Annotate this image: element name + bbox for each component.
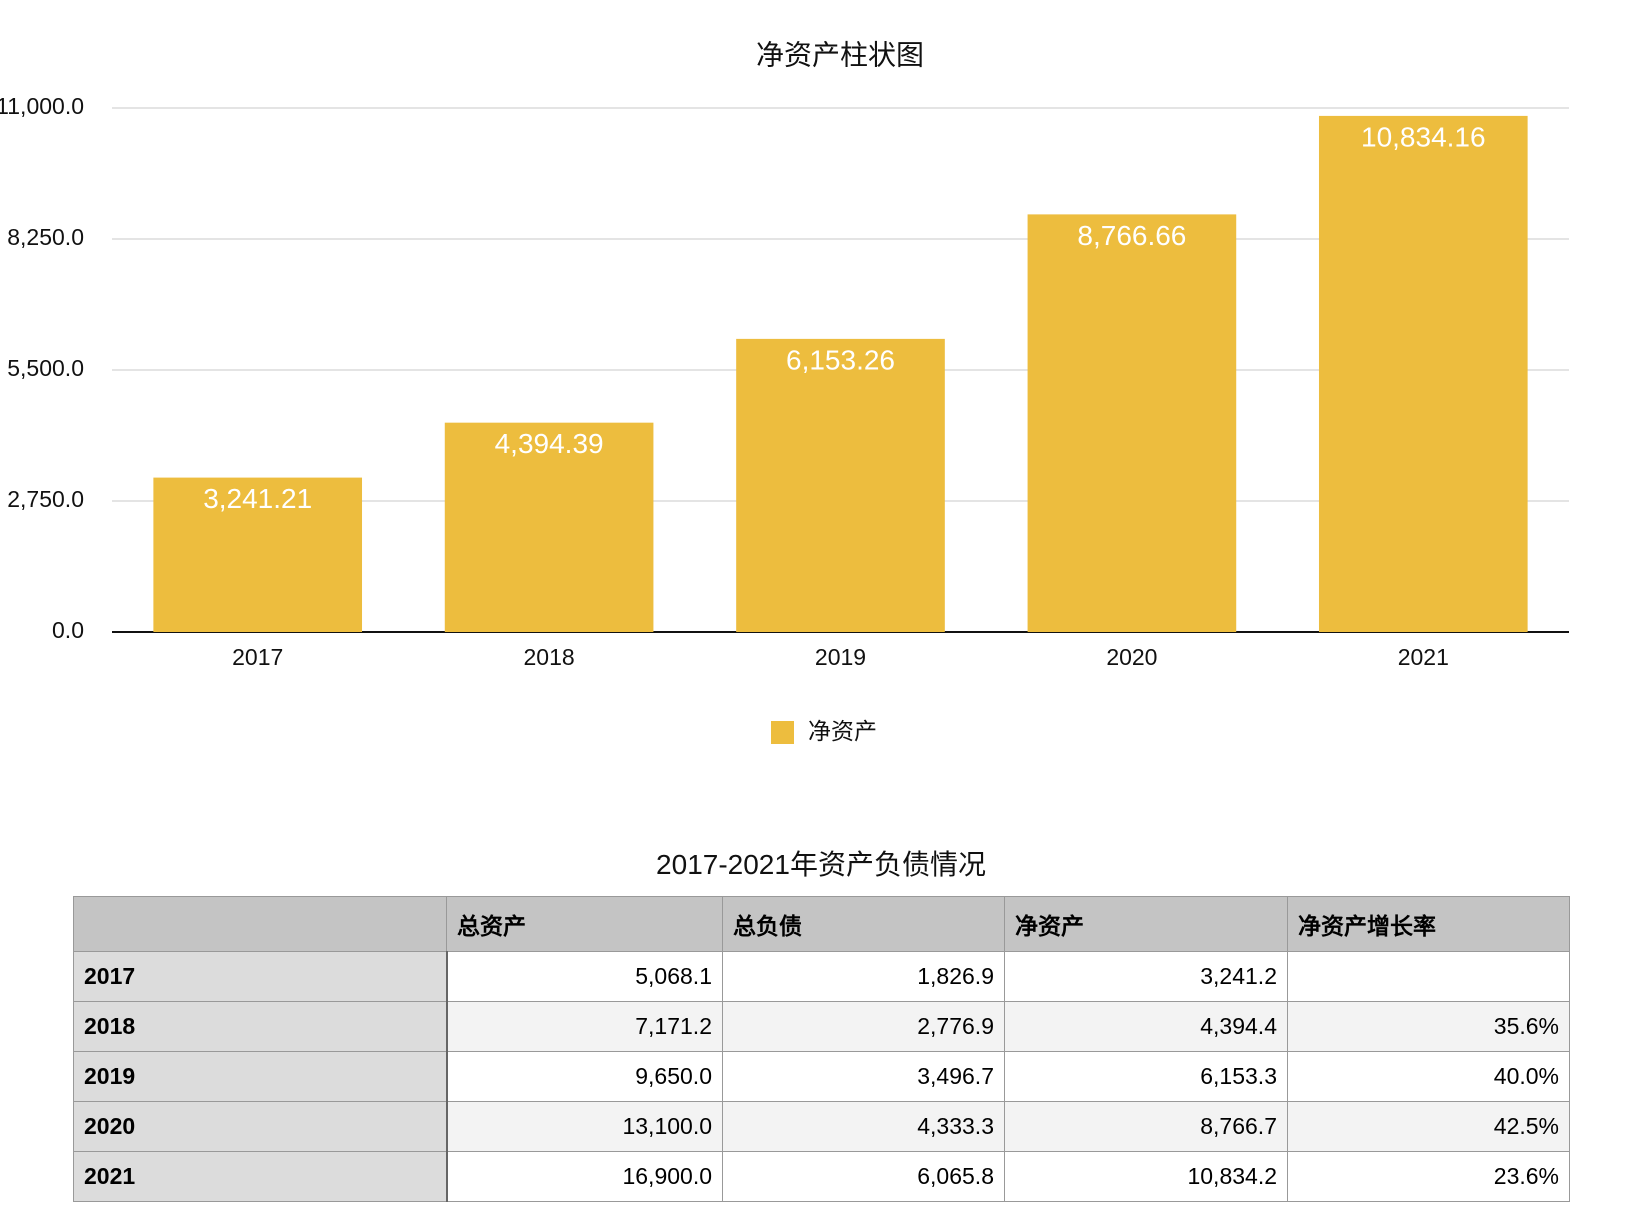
bar bbox=[736, 338, 945, 632]
table-cell: 13,100.0 bbox=[446, 1101, 723, 1152]
table-cell: 3,496.7 bbox=[722, 1051, 1005, 1102]
value-label: 3,241.21 bbox=[203, 483, 312, 514]
value-label: 10,834.16 bbox=[1361, 121, 1486, 152]
table-cell: 23.6% bbox=[1287, 1151, 1570, 1202]
table-cell: 2018 bbox=[73, 1001, 448, 1052]
table-row: 2021 16,900.0 6,065.8 10,834.2 23.6% bbox=[73, 1151, 1570, 1202]
table-cell: 9,650.0 bbox=[446, 1051, 723, 1102]
table-cell: 8,766.7 bbox=[1004, 1101, 1288, 1152]
table-row: 2020 13,100.0 4,333.3 8,766.7 42.5% bbox=[73, 1101, 1570, 1152]
x-tick-label: 2019 bbox=[815, 644, 866, 670]
y-tick-label: 2,750.0 bbox=[7, 486, 84, 512]
y-tick-label: 0.0 bbox=[52, 617, 84, 643]
table-cell: 7,171.2 bbox=[446, 1001, 723, 1052]
table-cell: 净资产 bbox=[1004, 896, 1288, 952]
value-label: 6,153.26 bbox=[786, 344, 895, 375]
table-cell: 2019 bbox=[73, 1051, 448, 1102]
bar bbox=[153, 477, 363, 632]
table-cell bbox=[1287, 951, 1570, 1002]
table-title: 2017-2021年资产负债情况 bbox=[656, 849, 986, 880]
table-cell: 6,153.3 bbox=[1004, 1051, 1288, 1102]
chart: 净资产柱状图 0.0 2,750.0 5,500.0 8,250.0 11,000.0 2… bbox=[0, 39, 1569, 744]
table-cell: 5,068.1 bbox=[446, 951, 723, 1002]
table-cell: 40.0% bbox=[1287, 1051, 1570, 1102]
table-cell: 6,065.8 bbox=[722, 1151, 1005, 1202]
table-cell: 2017 bbox=[73, 951, 448, 1002]
bar bbox=[1318, 115, 1528, 632]
value-label: 8,766.66 bbox=[1077, 220, 1186, 251]
table-cell: 3,241.2 bbox=[1004, 951, 1288, 1002]
table-cell: 4,394.4 bbox=[1004, 1001, 1288, 1052]
x-tick-label: 2021 bbox=[1398, 644, 1449, 670]
bar bbox=[1027, 214, 1237, 633]
table-cell: 总资产 bbox=[446, 896, 723, 952]
x-tick-label: 2017 bbox=[232, 644, 283, 670]
x-tick-label: 2020 bbox=[1106, 644, 1157, 670]
table-cell: 4,333.3 bbox=[722, 1101, 1005, 1152]
table-cell: 总负债 bbox=[722, 896, 1005, 952]
table-cell: 2,776.9 bbox=[722, 1001, 1005, 1052]
legend-label: 净资产 bbox=[808, 718, 877, 744]
table-cell: 净资产增长率 bbox=[1287, 896, 1570, 952]
table-cell: 42.5% bbox=[1287, 1101, 1570, 1152]
y-tick-label: 5,500.0 bbox=[7, 355, 84, 381]
x-tick-label: 2018 bbox=[524, 644, 575, 670]
table-cell: 16,900.0 bbox=[446, 1151, 723, 1202]
table-cell: 10,834.2 bbox=[1004, 1151, 1288, 1202]
table-cell: 1,826.9 bbox=[722, 951, 1005, 1002]
table-cell bbox=[73, 896, 447, 952]
y-tick-label: 11,000.0 bbox=[0, 93, 84, 119]
table-cell: 2021 bbox=[73, 1151, 448, 1202]
bar bbox=[444, 422, 654, 632]
table-row: 2017 5,068.1 1,826.9 3,241.2 bbox=[73, 951, 1570, 1002]
table-row: 2018 7,171.2 2,776.9 4,394.4 35.6% bbox=[73, 1001, 1570, 1052]
chart-title: 净资产柱状图 bbox=[756, 39, 924, 70]
header-row: 总资产 总负债 净资产 净资产增长率 bbox=[73, 896, 1570, 952]
table: 总资产 总负债 净资产 净资产增长率 2017 5,068.1 1,826.9 3,241.2… bbox=[73, 896, 1570, 1202]
table-row: 2019 9,650.0 3,496.7 6,153.3 40.0% bbox=[73, 1051, 1570, 1102]
y-tick-label: 8,250.0 bbox=[7, 224, 84, 250]
table-cell: 35.6% bbox=[1287, 1001, 1570, 1052]
legend-swatch bbox=[771, 721, 794, 744]
value-label: 4,394.39 bbox=[495, 428, 604, 459]
table-cell: 2020 bbox=[73, 1101, 448, 1152]
